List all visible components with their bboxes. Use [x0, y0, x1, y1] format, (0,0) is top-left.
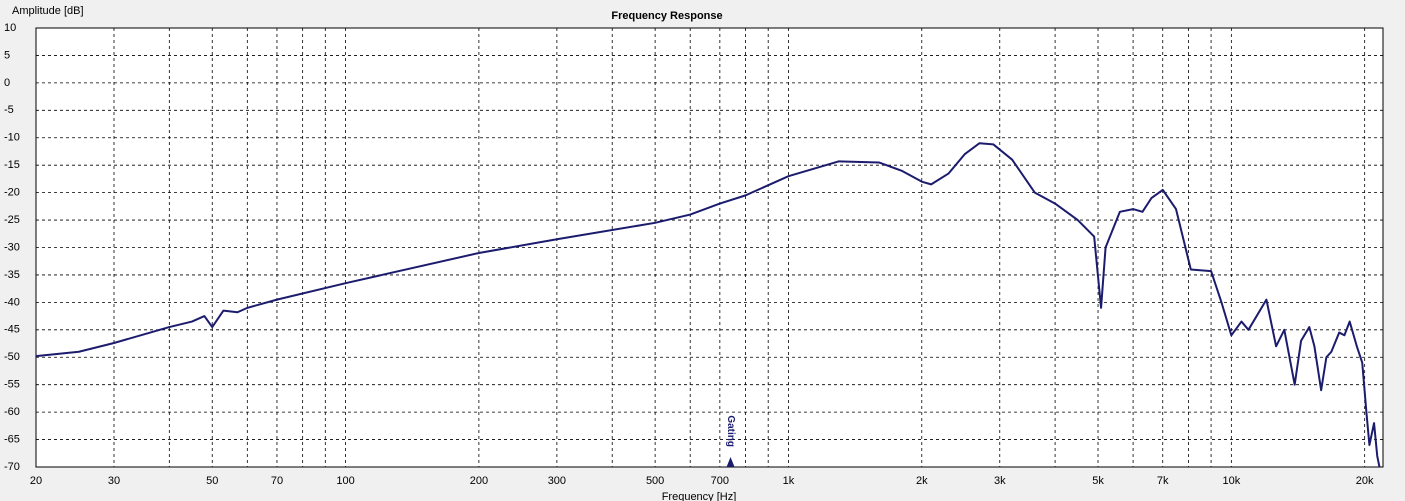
y-tick-label: -20	[4, 187, 20, 199]
y-tick-label: -25	[4, 214, 20, 226]
x-tick-label: 2k	[916, 475, 928, 487]
x-tick-label: 50	[206, 475, 218, 487]
chart-title: Frequency Response	[611, 10, 722, 22]
y-tick-label: -50	[4, 351, 20, 363]
x-tick-label: 30	[108, 475, 120, 487]
x-tick-label: 500	[646, 475, 664, 487]
y-tick-label: 0	[4, 77, 10, 89]
x-tick-label: 300	[548, 475, 566, 487]
y-tick-label: -35	[4, 269, 20, 281]
y-tick-label: -10	[4, 132, 20, 144]
x-axis-label: Frequency [Hz]	[662, 491, 737, 501]
x-tick-label: 700	[711, 475, 729, 487]
y-tick-label: -70	[4, 461, 20, 473]
gating-marker	[726, 457, 735, 467]
y-tick-label: -15	[4, 159, 20, 171]
series-line	[35, 142, 1381, 468]
y-tick-label: -60	[4, 406, 20, 418]
x-tick-label: 20k	[1356, 475, 1374, 487]
y-axis-label: Amplitude [dB]	[12, 5, 84, 17]
x-tick-label: 3k	[994, 475, 1006, 487]
x-tick-label: 200	[470, 475, 488, 487]
y-tick-label: 5	[4, 49, 10, 61]
y-tick-label: -5	[4, 104, 14, 116]
y-tick-label: -55	[4, 379, 20, 391]
x-tick-label: 20	[30, 475, 42, 487]
x-tick-label: 70	[271, 475, 283, 487]
x-tick-label: 5k	[1092, 475, 1104, 487]
x-tick-label: 1k	[783, 475, 795, 487]
y-tick-label: -65	[4, 433, 20, 445]
x-tick-label: 10k	[1222, 475, 1240, 487]
y-tick-label: 10	[4, 22, 16, 34]
x-tick-label: 100	[336, 475, 354, 487]
gating-label: Gating	[725, 415, 736, 447]
x-tick-label: 7k	[1157, 475, 1169, 487]
y-tick-label: -40	[4, 296, 20, 308]
y-tick-label: -45	[4, 324, 20, 336]
y-tick-label: -30	[4, 241, 20, 253]
